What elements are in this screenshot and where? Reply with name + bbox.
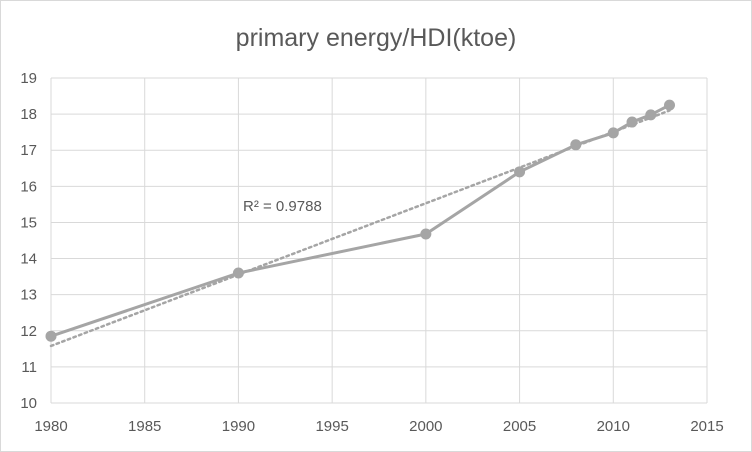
y-tick-label-11: 11 <box>21 359 37 376</box>
x-tick-label-1985: 1985 <box>128 418 161 435</box>
y-tick-label-12: 12 <box>20 323 37 340</box>
x-tick-label-1980: 1980 <box>34 418 67 435</box>
series-group <box>45 99 676 342</box>
data-point-2008 <box>570 139 582 151</box>
x-tick-label-1990: 1990 <box>222 418 255 435</box>
y-axis-tick-labels: 10 11 12 13 14 15 16 17 18 19 <box>20 70 37 412</box>
data-point-1980 <box>45 330 57 342</box>
y-tick-label-19: 19 <box>20 70 37 87</box>
y-tick-label-10: 10 <box>20 395 37 412</box>
data-point-2012 <box>645 109 657 121</box>
data-point-2005 <box>514 166 526 178</box>
y-tick-label-15: 15 <box>20 214 37 231</box>
data-point-1990 <box>232 267 244 279</box>
y-tick-label-16: 16 <box>20 178 37 195</box>
x-tick-label-1995: 1995 <box>315 418 348 435</box>
x-axis-tick-labels: 1980 1985 1990 1995 2000 2005 2010 2015 <box>34 418 723 435</box>
y-tick-label-13: 13 <box>20 287 37 304</box>
data-point-2013 <box>664 99 676 111</box>
x-tick-label-2000: 2000 <box>409 418 442 435</box>
x-tick-label-2005: 2005 <box>503 418 536 435</box>
gridlines <box>50 77 708 404</box>
data-point-2000 <box>420 228 432 240</box>
y-tick-label-14: 14 <box>20 251 37 268</box>
chart-title: primary energy/HDI(ktoe) <box>236 24 517 52</box>
y-tick-label-17: 17 <box>20 142 37 159</box>
data-point-2010 <box>607 127 619 139</box>
x-tick-label-2010: 2010 <box>597 418 630 435</box>
r-squared-annotation: R² = 0.9788 <box>243 198 322 215</box>
y-tick-label-18: 18 <box>20 106 37 123</box>
data-point-2011 <box>626 116 638 128</box>
x-tick-label-2015: 2015 <box>690 418 723 435</box>
